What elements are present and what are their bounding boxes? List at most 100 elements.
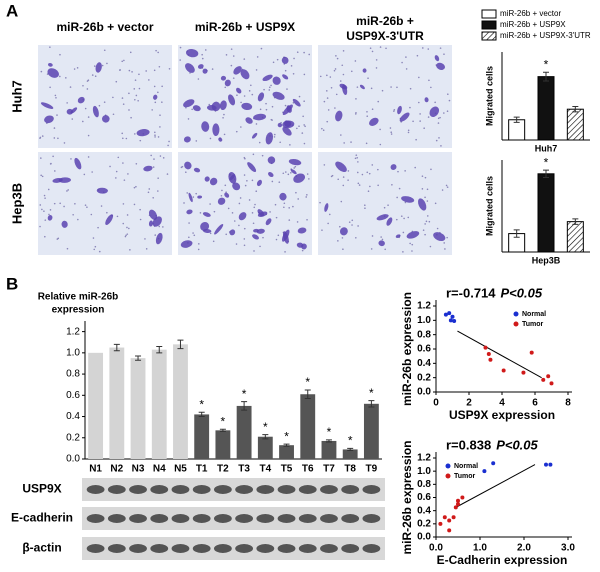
pore: [47, 188, 50, 191]
pore: [243, 174, 246, 176]
pore: [243, 227, 246, 230]
pore: [391, 183, 393, 186]
blot-band: [150, 485, 169, 494]
blot-band: [256, 544, 275, 553]
pore: [112, 113, 115, 116]
x-tick-label: T7: [323, 464, 335, 475]
pore: [122, 103, 125, 105]
cell: [236, 87, 242, 94]
bar: [173, 344, 188, 459]
pore: [57, 137, 59, 140]
pore: [269, 211, 271, 213]
pore: [139, 218, 142, 221]
pore: [248, 90, 251, 92]
pore: [355, 154, 358, 156]
pore: [185, 171, 187, 173]
pore: [381, 89, 384, 92]
cell: [143, 165, 153, 172]
pore: [122, 222, 125, 225]
pore: [151, 109, 153, 111]
point: [452, 319, 457, 324]
pore: [157, 51, 159, 54]
pore: [83, 173, 86, 176]
cell: [272, 76, 281, 85]
pore: [319, 201, 321, 204]
cell: [101, 115, 110, 123]
legend-label: Tumor: [522, 321, 544, 328]
column-title: miR-26b +: [356, 14, 414, 28]
pore: [91, 171, 93, 173]
y-tick-label: 0.4: [417, 505, 431, 516]
pore: [197, 243, 200, 245]
cell: [74, 157, 82, 170]
cell: [188, 192, 193, 203]
pore: [385, 47, 387, 50]
trendline: [457, 330, 542, 379]
pore: [168, 140, 170, 143]
pore: [138, 73, 140, 76]
pore: [225, 191, 227, 193]
x-tick-label: 2.0: [517, 543, 531, 554]
pore: [405, 56, 407, 58]
pore: [409, 242, 411, 245]
pore: [252, 222, 255, 225]
pore: [443, 242, 446, 244]
pore: [158, 225, 161, 228]
pore: [125, 234, 127, 237]
pore: [276, 58, 279, 61]
pore: [298, 125, 300, 128]
cell: [256, 179, 262, 187]
pore: [201, 53, 203, 56]
pore: [49, 209, 52, 211]
pore: [365, 142, 368, 145]
pore: [126, 226, 128, 229]
blot-band: [86, 544, 105, 553]
pore: [44, 235, 46, 238]
cell: [251, 132, 258, 139]
pore: [377, 100, 380, 103]
pore: [84, 107, 87, 110]
pore: [208, 103, 211, 106]
pore: [321, 229, 323, 231]
pore: [375, 67, 378, 69]
pore: [419, 120, 421, 122]
pore: [152, 196, 154, 199]
pore: [135, 185, 137, 188]
pore: [411, 250, 413, 252]
trendline: [455, 464, 536, 508]
pore: [296, 51, 299, 54]
pore: [342, 176, 345, 178]
pore: [139, 208, 141, 211]
pore: [288, 219, 291, 221]
pore: [154, 136, 156, 138]
pore: [397, 170, 399, 173]
pore: [366, 171, 369, 174]
pore: [223, 113, 225, 116]
pore: [66, 247, 69, 250]
pore: [294, 165, 297, 168]
pore: [381, 238, 384, 241]
pore: [270, 84, 272, 87]
cell: [40, 102, 54, 109]
pore: [255, 69, 258, 71]
blot-band: [277, 514, 296, 523]
y-label: Migrated cells: [484, 66, 494, 126]
pore: [53, 202, 56, 205]
pore: [437, 122, 440, 124]
cell: [204, 176, 210, 182]
pore: [145, 248, 148, 250]
pore: [153, 69, 156, 72]
blot-band: [362, 544, 381, 553]
pore: [303, 73, 306, 76]
pore: [59, 202, 61, 205]
point: [456, 502, 460, 507]
pore: [154, 134, 156, 136]
y-label: miR-26b expression: [400, 440, 414, 554]
cell: [202, 212, 211, 217]
pore: [398, 187, 401, 190]
pore: [284, 251, 286, 253]
pore: [115, 177, 117, 179]
pore: [152, 166, 155, 168]
pore: [421, 175, 424, 177]
pore: [243, 58, 246, 60]
